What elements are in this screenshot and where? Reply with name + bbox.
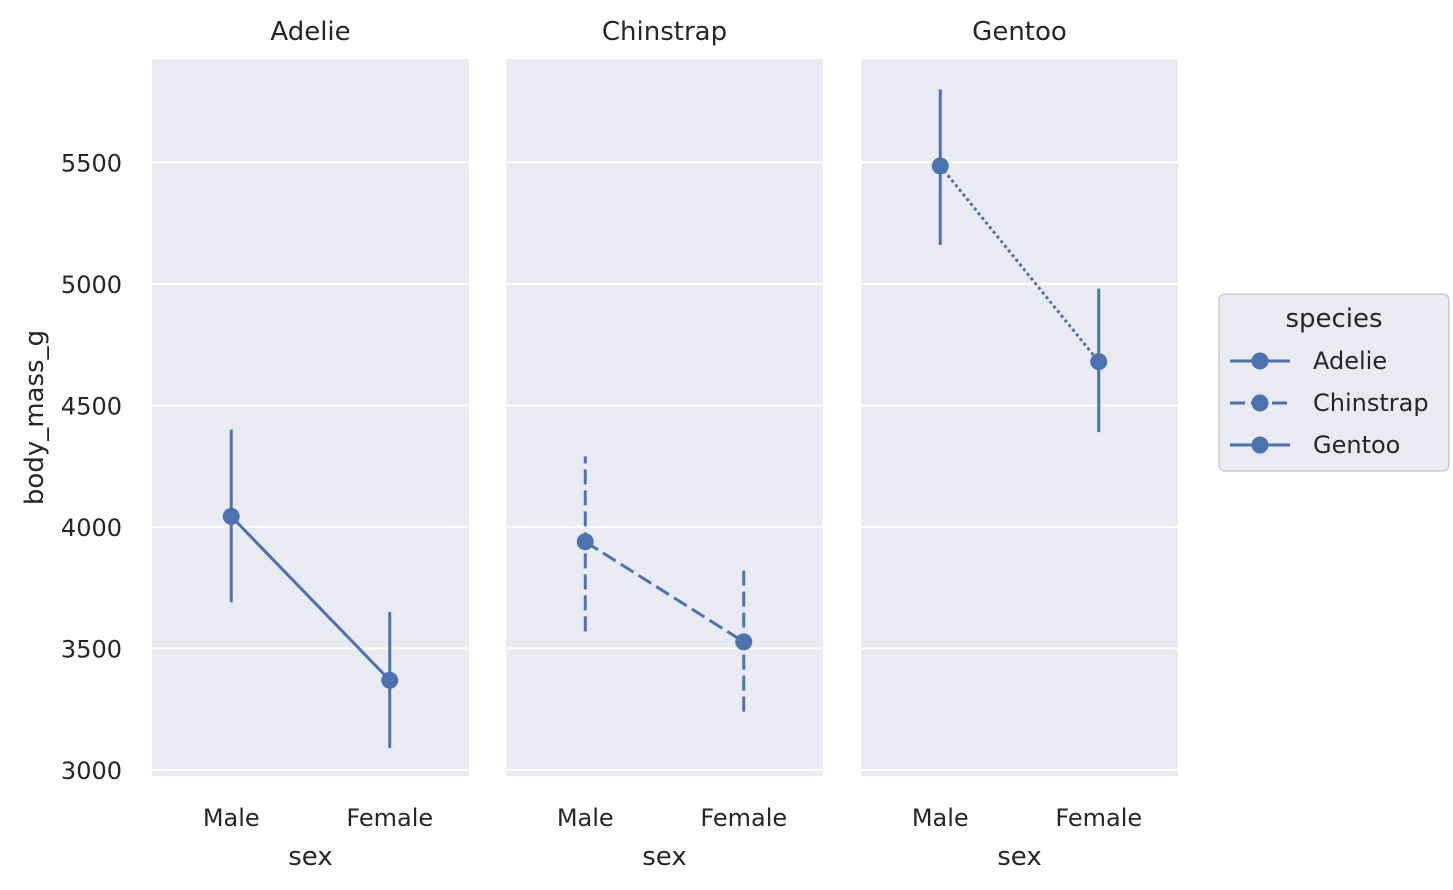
y-tick-label: 5000 (61, 271, 122, 299)
panel-title: Gentoo (972, 17, 1067, 47)
facet-chinstrap: Chinstrap Male Female sex (506, 17, 823, 872)
legend-marker-gentoo (1251, 436, 1269, 454)
panel-title: Chinstrap (602, 17, 727, 47)
series-line (230, 515, 391, 682)
plot-area (152, 59, 469, 776)
facet-gentoo: Gentoo Male Female sex (861, 17, 1178, 872)
x-axis-label: sex (997, 842, 1041, 872)
legend-marker-chinstrap (1251, 394, 1269, 412)
data-point-female (1090, 353, 1108, 371)
data-point-male (576, 533, 594, 551)
legend: species Adelie Chinstrap Gentoo (1218, 293, 1450, 472)
legend-title: species (1285, 304, 1382, 334)
panel-title: Adelie (270, 17, 350, 47)
y-tick-label: 5500 (61, 149, 122, 177)
y-tick-label: 3500 (61, 635, 122, 663)
x-tick-label-female: Female (700, 804, 787, 832)
plot-area (861, 59, 1178, 776)
y-tick-label: 4000 (61, 514, 122, 542)
legend-label-adelie: Adelie (1313, 347, 1387, 375)
y-axis-label: body_mass_g (20, 330, 50, 505)
x-tick-label-male: Male (203, 804, 260, 832)
x-axis-label: sex (642, 842, 686, 872)
legend-label-chinstrap: Chinstrap (1313, 389, 1429, 417)
legend-label-gentoo: Gentoo (1313, 431, 1400, 459)
data-point-male (222, 507, 240, 525)
x-tick-label-female: Female (346, 804, 433, 832)
y-tick-label: 4500 (61, 392, 122, 420)
x-tick-label-male: Male (557, 804, 614, 832)
series-line (584, 540, 745, 644)
data-point-female (381, 671, 399, 689)
legend-marker-adelie (1251, 352, 1269, 370)
x-axis-label: sex (288, 842, 332, 872)
x-tick-label-female: Female (1055, 804, 1142, 832)
plot-area (506, 59, 823, 776)
legend-box (1218, 293, 1450, 472)
data-point-female (735, 633, 753, 651)
y-tick-label: 3000 (61, 757, 122, 785)
facet-adelie: Adelie Male Female sex (152, 17, 469, 872)
data-point-male (931, 157, 949, 175)
x-tick-label-male: Male (912, 804, 969, 832)
